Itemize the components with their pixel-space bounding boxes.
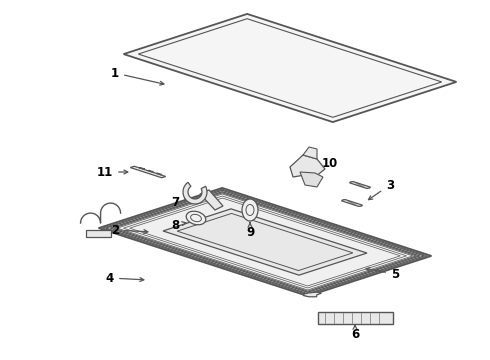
Polygon shape (303, 292, 321, 297)
Polygon shape (147, 170, 153, 172)
Polygon shape (123, 14, 456, 122)
Polygon shape (86, 230, 111, 237)
Polygon shape (98, 188, 431, 296)
Polygon shape (342, 199, 363, 206)
Polygon shape (349, 181, 370, 188)
Text: 3: 3 (368, 179, 394, 200)
Text: 5: 5 (366, 267, 399, 280)
Polygon shape (130, 166, 166, 178)
Polygon shape (303, 147, 317, 159)
Ellipse shape (186, 211, 206, 225)
Polygon shape (290, 155, 325, 177)
Text: 8: 8 (171, 219, 186, 231)
Polygon shape (200, 190, 223, 210)
Text: 1: 1 (111, 67, 164, 85)
Text: 10: 10 (312, 157, 338, 170)
Text: 6: 6 (351, 325, 359, 342)
Text: 7: 7 (171, 195, 189, 208)
Text: 4: 4 (106, 271, 144, 284)
Text: 2: 2 (111, 224, 148, 237)
Polygon shape (300, 172, 323, 187)
Polygon shape (156, 173, 162, 175)
Ellipse shape (242, 199, 258, 221)
Polygon shape (163, 209, 367, 275)
Polygon shape (183, 182, 207, 204)
Text: 9: 9 (246, 222, 254, 239)
Polygon shape (139, 167, 145, 169)
Text: 11: 11 (97, 166, 128, 179)
Polygon shape (318, 312, 392, 324)
